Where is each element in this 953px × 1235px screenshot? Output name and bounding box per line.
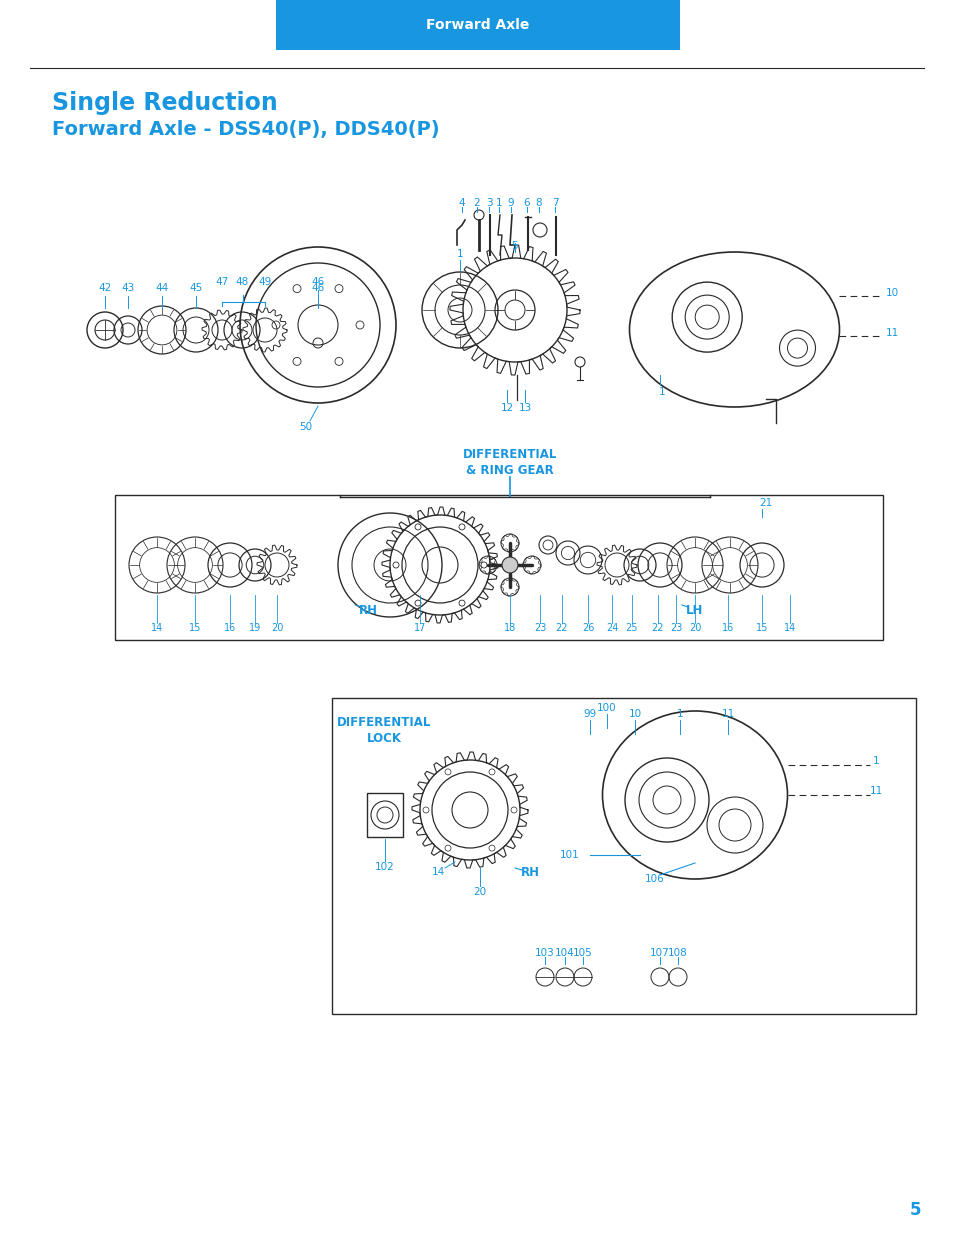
Text: 102: 102 (375, 862, 395, 872)
Text: 19: 19 (249, 622, 261, 634)
Text: 18: 18 (503, 622, 516, 634)
Text: Forward Axle - DSS40(P), DDS40(P): Forward Axle - DSS40(P), DDS40(P) (52, 121, 439, 140)
Text: 21: 21 (759, 498, 772, 508)
Text: & RING GEAR: & RING GEAR (466, 463, 554, 477)
Text: 1: 1 (496, 198, 502, 207)
Text: 9: 9 (507, 198, 514, 207)
Text: 20: 20 (271, 622, 283, 634)
Text: 24: 24 (605, 622, 618, 634)
Text: 4: 4 (458, 198, 465, 207)
Text: 15: 15 (755, 622, 767, 634)
Text: 12: 12 (500, 403, 513, 412)
Text: RH: RH (358, 604, 377, 616)
Text: 17: 17 (414, 622, 426, 634)
Text: 20: 20 (688, 622, 700, 634)
Text: 1: 1 (658, 387, 664, 396)
Text: 22: 22 (556, 622, 568, 634)
Text: LOCK: LOCK (366, 731, 401, 745)
Text: 13: 13 (517, 403, 531, 412)
Circle shape (501, 557, 517, 573)
Text: 16: 16 (721, 622, 734, 634)
Text: Single Reduction: Single Reduction (52, 91, 277, 115)
Text: 108: 108 (667, 948, 687, 958)
Text: 10: 10 (884, 288, 898, 298)
Text: 101: 101 (559, 850, 579, 860)
Text: 100: 100 (597, 703, 617, 713)
Text: 48: 48 (235, 277, 249, 287)
Text: 23: 23 (669, 622, 681, 634)
Text: 2: 2 (474, 198, 479, 207)
Text: 14: 14 (783, 622, 796, 634)
Text: LH: LH (685, 604, 703, 616)
Text: 46: 46 (311, 283, 324, 293)
Text: 10: 10 (628, 709, 640, 719)
Text: 3: 3 (485, 198, 492, 207)
Text: 22: 22 (651, 622, 663, 634)
Text: 14: 14 (431, 867, 444, 877)
Text: DIFFERENTIAL: DIFFERENTIAL (336, 715, 431, 729)
Text: 5: 5 (511, 241, 517, 251)
Text: 1: 1 (872, 756, 879, 766)
Text: 1: 1 (456, 249, 463, 259)
Text: 7: 7 (551, 198, 558, 207)
Text: 47: 47 (215, 277, 229, 287)
Text: 1: 1 (676, 709, 682, 719)
Text: 50: 50 (299, 422, 313, 432)
Text: 23: 23 (534, 622, 546, 634)
Text: 14: 14 (151, 622, 163, 634)
Text: 16: 16 (224, 622, 236, 634)
Text: 107: 107 (649, 948, 669, 958)
Bar (115, 495, 882, 640)
Text: 25: 25 (625, 622, 638, 634)
Text: 26: 26 (581, 622, 594, 634)
Text: RH: RH (520, 866, 539, 878)
Text: 46: 46 (311, 277, 324, 287)
Text: Forward Axle: Forward Axle (426, 19, 529, 32)
Text: 45: 45 (190, 283, 202, 293)
Text: 8: 8 (536, 198, 541, 207)
Text: 43: 43 (121, 283, 134, 293)
Text: 105: 105 (573, 948, 592, 958)
Text: 11: 11 (720, 709, 734, 719)
Text: 99: 99 (583, 709, 596, 719)
Text: 49: 49 (258, 277, 272, 287)
Bar (275, 0, 679, 49)
Text: 15: 15 (189, 622, 201, 634)
Text: 103: 103 (535, 948, 555, 958)
Text: 11: 11 (868, 785, 882, 797)
Text: 44: 44 (155, 283, 169, 293)
Bar (332, 698, 915, 1014)
Text: 20: 20 (473, 887, 486, 897)
Text: 5: 5 (909, 1200, 921, 1219)
Text: 6: 6 (523, 198, 530, 207)
Bar (367, 793, 402, 837)
Text: 106: 106 (644, 874, 664, 884)
Text: 11: 11 (884, 329, 898, 338)
Text: 104: 104 (555, 948, 575, 958)
Text: DIFFERENTIAL: DIFFERENTIAL (462, 448, 557, 462)
Text: 42: 42 (98, 283, 112, 293)
